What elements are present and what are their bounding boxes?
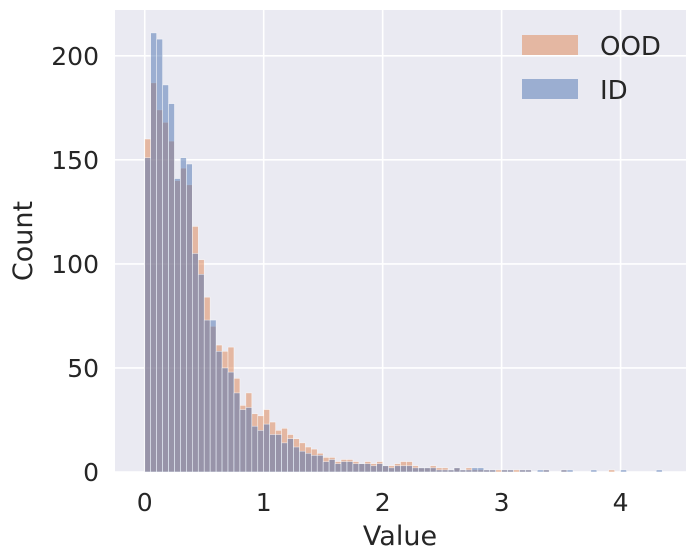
y-tick-label: 150	[51, 146, 99, 175]
bar-id	[376, 463, 383, 473]
bar-id	[542, 469, 550, 473]
bar-id	[186, 163, 193, 473]
y-tick-label: 0	[83, 458, 99, 487]
bar-id	[346, 461, 354, 473]
bar-id	[519, 469, 526, 473]
bar-id	[227, 371, 235, 473]
bar-id	[180, 157, 187, 473]
bar-id	[394, 465, 401, 473]
bar-id	[203, 319, 211, 473]
bar-id	[590, 469, 598, 473]
bar-id	[388, 467, 395, 473]
bar-ood	[513, 469, 520, 473]
bar-id	[471, 467, 479, 473]
bar-id	[525, 469, 532, 473]
bar-id	[168, 103, 175, 473]
bar-id	[144, 157, 151, 473]
x-tick-label: 2	[375, 488, 391, 517]
bar-id	[560, 469, 568, 473]
bar-id	[305, 452, 312, 473]
bar-id	[441, 469, 449, 473]
histogram-bars	[144, 32, 663, 473]
y-tick-label: 100	[51, 250, 99, 279]
series-id	[144, 32, 663, 473]
bar-id	[465, 469, 473, 473]
bar-id	[537, 469, 544, 473]
bar-id	[156, 38, 163, 473]
bar-id	[328, 459, 336, 473]
bar-id	[150, 32, 157, 473]
bar-id	[655, 469, 663, 473]
bar-id	[489, 469, 496, 473]
bar-id	[370, 465, 378, 473]
y-tick-label: 50	[67, 354, 99, 383]
bar-id	[233, 392, 241, 473]
bar-id	[316, 455, 324, 473]
bar-ood	[608, 469, 615, 473]
bar-id	[293, 446, 300, 473]
bar-id	[299, 450, 306, 473]
bar-id	[400, 465, 407, 473]
bar-id	[364, 463, 372, 473]
bar-id	[310, 455, 318, 473]
bar-id	[287, 438, 294, 473]
x-tick-label: 4	[613, 488, 629, 517]
x-axis-label: Value	[363, 521, 437, 552]
bar-id	[423, 467, 431, 473]
bar-id	[412, 467, 419, 473]
bar-id	[245, 407, 253, 473]
legend-label-id: ID	[600, 76, 628, 106]
bar-id	[221, 367, 229, 473]
bar-id	[477, 467, 485, 473]
y-axis-label: Count	[8, 201, 39, 281]
bar-id	[507, 469, 514, 473]
bar-id	[269, 434, 276, 473]
bar-id	[215, 350, 223, 473]
bar-id	[459, 469, 467, 473]
x-tick-label: 0	[137, 488, 153, 517]
bar-id	[453, 467, 461, 473]
bar-id	[192, 253, 199, 473]
x-tick-label: 1	[256, 488, 272, 517]
legend-swatch-id	[522, 79, 578, 99]
bar-id	[418, 467, 425, 473]
bar-id	[406, 465, 413, 473]
bar-id	[209, 319, 217, 473]
bar-id	[197, 273, 205, 473]
legend: OOD ID	[522, 32, 661, 106]
bar-id	[501, 469, 508, 473]
bar-id	[382, 465, 389, 473]
bar-id	[162, 84, 169, 473]
bar-id	[239, 409, 247, 473]
x-tick-label: 3	[494, 488, 510, 517]
bar-id	[322, 461, 330, 473]
bar-id	[275, 434, 282, 473]
y-tick-label: 200	[51, 42, 99, 71]
bar-id	[281, 442, 288, 473]
tick-labels: 0 1 2 3 4 0 50 100 150 200	[51, 42, 628, 517]
bar-id	[263, 423, 270, 473]
bar-id	[251, 425, 259, 473]
bar-id	[334, 463, 342, 473]
bar-id	[447, 469, 455, 473]
bar-id	[340, 461, 348, 473]
bar-id	[358, 463, 366, 473]
bar-id	[483, 469, 491, 473]
legend-swatch-ood	[522, 35, 578, 55]
bar-id	[435, 469, 443, 473]
bar-id	[620, 469, 627, 473]
bar-ood	[495, 469, 502, 473]
bar-id	[174, 178, 181, 473]
bar-id	[566, 469, 574, 473]
bar-id	[257, 430, 264, 473]
legend-label-ood: OOD	[600, 32, 661, 62]
bar-id	[429, 467, 437, 473]
bar-id	[352, 463, 360, 473]
